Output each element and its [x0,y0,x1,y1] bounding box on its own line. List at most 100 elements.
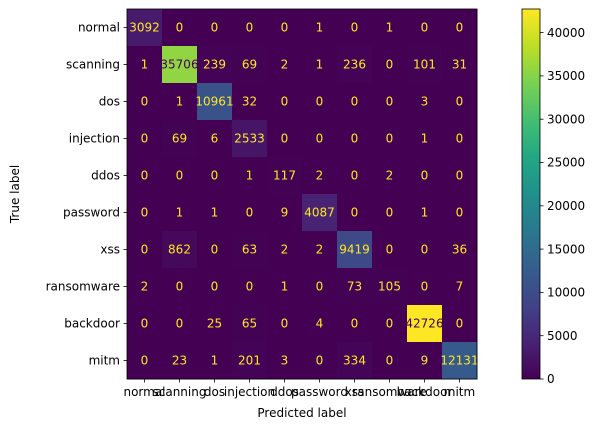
cell-value-label: 0 [386,317,394,331]
heatmap-cell [127,157,163,195]
cell-value-label: 0 [141,317,149,331]
cell-value-label: 0 [386,243,394,257]
cell-value-label: 0 [316,95,324,109]
cell-value-label: 69 [172,132,187,146]
heatmap-cell [267,157,303,195]
cell-value-label: 0 [141,354,149,368]
cell-value-label: 32 [242,95,257,109]
colorbar-frame [521,8,541,380]
cell-value-label: 0 [456,206,464,220]
heatmap-cell [442,9,478,47]
heatmap-cell [267,120,303,158]
x-tick-label: mitm [444,385,475,399]
heatmap-cell [197,342,233,380]
x-axis-label: Predicted label [257,406,346,420]
x-tick-label: dos [204,385,225,399]
heatmap-cell [372,231,408,269]
heatmap-cell [162,9,198,47]
heatmap-cell [372,305,408,343]
cell-value-label: 1 [386,21,394,35]
heatmap-cell [267,268,303,306]
heatmap-cell [267,9,303,47]
heatmap-cell [337,120,373,158]
heatmap-cell [127,305,163,343]
cell-value-label: 0 [316,132,324,146]
colorbar-tick-label: 10000 [547,286,585,300]
cell-value-label: 1 [246,169,254,183]
cell-value-label: 42726 [405,317,443,331]
heatmap-cell [197,305,233,343]
cell-value-label: 1 [316,21,324,35]
heatmap-cell [232,46,268,84]
cell-value-label: 0 [141,95,149,109]
heatmap-cell [407,83,443,121]
heatmap-cell [267,83,303,121]
cell-value-label: 0 [316,354,324,368]
heatmap-cell [267,231,303,269]
colorbar-tick-label: 40000 [547,26,585,40]
cell-value-label: 12131 [440,354,478,368]
heatmap-cell [337,194,373,232]
cell-value-label: 2 [386,169,394,183]
cell-value-label: 0 [456,21,464,35]
matrix-frame [126,8,478,380]
cell-value-label: 63 [242,243,257,257]
cell-value-label: 0 [456,169,464,183]
cell-value-label: 4 [316,317,324,331]
cell-value-label: 0 [386,354,394,368]
cell-value-label: 7 [456,280,464,294]
heatmap-cell [442,157,478,195]
heatmap-cell [197,194,233,232]
cell-value-label: 0 [456,317,464,331]
heatmap-cell [302,46,338,84]
y-tick-label: ddos [91,169,120,183]
heatmap-cell [302,9,338,47]
heatmap-cell [162,120,198,158]
cell-value-label: 10961 [195,95,233,109]
cell-value-label: 1 [316,58,324,72]
heatmap-cell [302,120,338,158]
cell-value-label: 0 [211,280,219,294]
colorbar-tick-label: 0 [547,372,555,386]
cell-value-label: 0 [281,132,289,146]
heatmap-cell [372,83,408,121]
heatmap-cell [337,268,373,306]
cell-value-label: 23 [172,354,187,368]
x-tick-label: ransomware [352,385,426,399]
y-tick-label: password [63,206,120,220]
y-axis-ticks: normal scanning dos injection ddos password xs… [46,21,127,368]
cell-value-label: 25 [207,317,222,331]
heatmap-cell [232,83,268,121]
heatmap-cell [337,9,373,47]
colorbar-tick-label: 35000 [547,69,585,83]
cell-value-label: 73 [347,280,362,294]
cell-value-label: 0 [351,21,359,35]
heatmap-cell [197,268,233,306]
heatmap-cell [337,157,373,195]
cell-value-label: 0 [211,243,219,257]
heatmap-cell [127,9,163,47]
cell-value-label: 0 [386,95,394,109]
heatmap-cell [127,268,163,306]
heatmap-cell [267,305,303,343]
colorbar-tick-label: 20000 [547,199,585,213]
heatmap-cell [127,231,163,269]
cell-value-label: 201 [238,354,261,368]
cell-value-label: 2 [141,280,149,294]
cell-value-label: 101 [413,58,436,72]
y-tick-label: normal [78,21,120,35]
cell-value-label: 0 [351,95,359,109]
heatmap-cell [232,194,268,232]
heatmap-cell [302,231,338,269]
cell-value-label: 1 [281,280,289,294]
heatmap-cell [232,305,268,343]
colorbar-tick-label: 15000 [547,242,585,256]
x-axis-ticks: normalscanningdosinjectionddospasswordxs… [123,379,475,399]
y-tick-label: scanning [66,58,120,72]
x-tick-label: scanning [153,385,207,399]
cell-value-label: 9419 [339,243,370,257]
heatmap-cell [442,194,478,232]
heatmap-cell [337,305,373,343]
y-tick-label: dos [99,95,120,109]
